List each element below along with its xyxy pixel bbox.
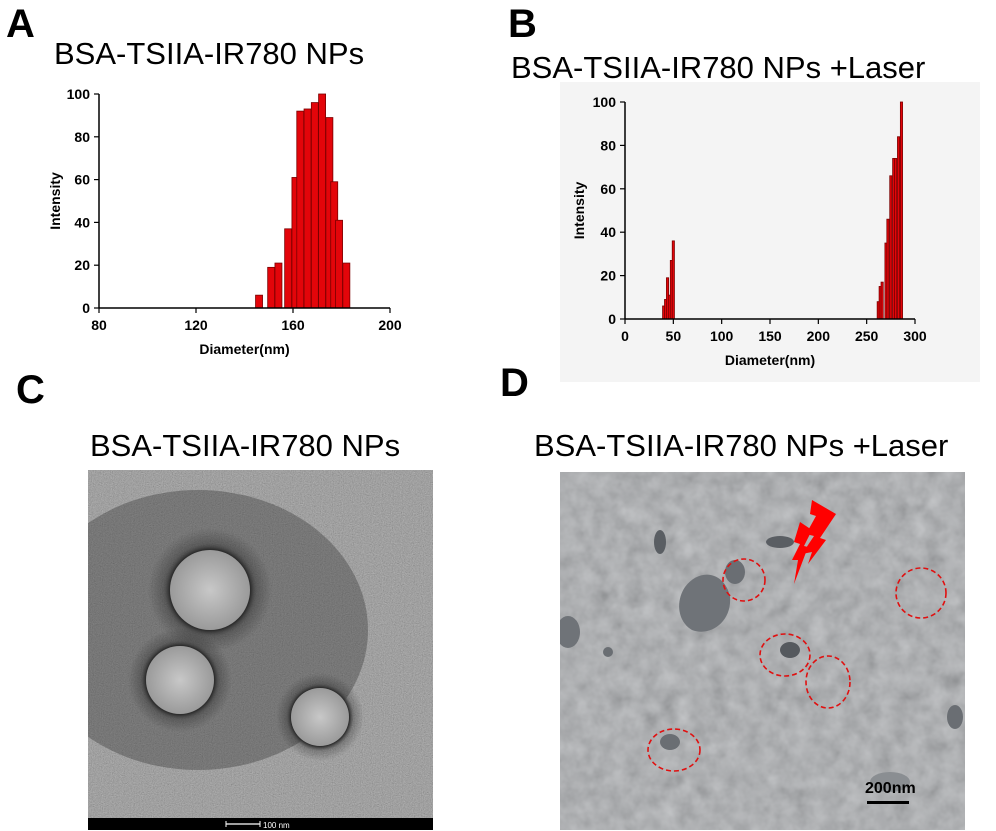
y-tick-label: 60 <box>600 181 616 197</box>
panel-letter-c: C <box>16 368 45 412</box>
y-tick-label: 40 <box>74 214 90 230</box>
y-axis-label: Intensity <box>47 172 63 230</box>
x-tick-label: 250 <box>855 328 879 344</box>
laser-bolt-icon <box>802 500 836 564</box>
panel-letter-a: A <box>6 2 35 46</box>
bar <box>318 93 327 309</box>
y-axis-label: Intensity <box>571 182 587 240</box>
panel-letter-b: B <box>508 2 537 46</box>
tem-image-d-graphic: 200nm <box>560 472 965 830</box>
panel-c-title: BSA-TSIIA-IR780 NPs <box>90 428 401 463</box>
y-tick-label: 100 <box>593 94 617 110</box>
y-tick-label: 0 <box>82 300 90 316</box>
bar <box>335 219 343 309</box>
bar <box>303 108 312 309</box>
highlight-circle <box>805 655 851 709</box>
y-tick-label: 80 <box>600 137 616 153</box>
x-tick-label: 200 <box>378 317 402 333</box>
x-tick-label: 200 <box>807 328 831 344</box>
y-tick-label: 20 <box>600 268 616 284</box>
scalebar-label-c: 100 nm <box>263 821 290 830</box>
y-tick-label: 60 <box>74 172 90 188</box>
highlight-circle <box>647 728 701 772</box>
bar <box>296 110 305 309</box>
scalebar <box>867 801 909 804</box>
bar <box>889 175 893 320</box>
panel-d-title: BSA-TSIIA-IR780 NPs +Laser <box>534 428 949 463</box>
x-tick-label: 0 <box>621 328 629 344</box>
bar <box>899 101 903 320</box>
y-tick-label: 20 <box>74 257 90 273</box>
bar <box>894 158 898 320</box>
x-axis-label: Diameter(nm) <box>725 352 815 368</box>
tem-image-d: 200nm <box>560 472 965 830</box>
x-tick-label: 80 <box>91 317 107 333</box>
x-tick-label: 120 <box>184 317 208 333</box>
bar <box>267 266 276 309</box>
panel-letter-d: D <box>500 361 529 405</box>
chart-a: 80 120 160 200 0 20 40 60 80 100 Diameter(nm) Inten… <box>47 86 402 357</box>
y-tick-label: 0 <box>608 311 616 327</box>
x-tick-label: 160 <box>281 317 305 333</box>
bar <box>284 228 293 309</box>
x-tick-label: 300 <box>903 328 927 344</box>
bar <box>671 240 675 320</box>
panel-a-title: BSA-TSIIA-IR780 NPs <box>54 36 365 71</box>
highlight-circle <box>895 567 947 619</box>
chart-b: 0 50 100 150 200 250 300 0 20 40 60 80 100 Diameter(n… <box>560 82 980 382</box>
x-tick-label: 50 <box>666 328 682 344</box>
bar <box>897 136 901 320</box>
scalebar-label-d: 200nm <box>865 780 916 797</box>
x-tick-label: 150 <box>758 328 782 344</box>
bar <box>310 102 319 309</box>
bar <box>886 218 890 320</box>
bar <box>255 294 263 309</box>
bar <box>342 262 351 309</box>
y-tick-label: 40 <box>600 224 616 240</box>
plot-background <box>560 82 980 382</box>
y-tick-label: 80 <box>74 129 90 145</box>
bar <box>880 281 884 320</box>
tem-image-c: 100 nm <box>88 470 433 830</box>
highlight-circle <box>722 558 766 602</box>
panel-b-title: BSA-TSIIA-IR780 NPs +Laser <box>511 50 926 85</box>
bar <box>274 262 283 309</box>
highlight-circle <box>759 633 811 677</box>
tem-image-c-graphic: 100 nm <box>88 470 433 830</box>
x-axis-label: Diameter(nm) <box>199 341 289 357</box>
y-tick-label: 100 <box>67 86 91 102</box>
x-tick-label: 100 <box>710 328 734 344</box>
